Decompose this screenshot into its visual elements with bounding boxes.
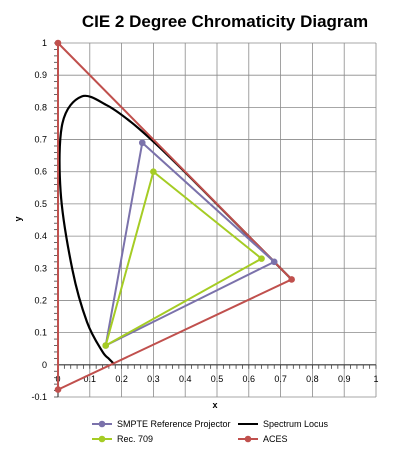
legend-item-aces: ACES (238, 434, 288, 444)
data-point-aces (288, 276, 295, 283)
x-tick-label: 0.2 (115, 374, 128, 384)
x-axis-label: x (212, 400, 217, 410)
legend-item-rec-709: Rec. 709 (92, 434, 153, 444)
y-tick-label: 0.1 (34, 328, 47, 338)
data-point-rec-709 (258, 255, 265, 262)
y-tick-label: 0.7 (34, 135, 47, 145)
y-tick-label: 0.3 (34, 263, 47, 273)
x-tick-label: 0.1 (84, 374, 97, 384)
y-tick-label: 0.5 (34, 199, 47, 209)
legend-label-rec-709: Rec. 709 (117, 434, 153, 444)
y-tick-label: 1 (42, 38, 47, 48)
y-tick-label: 0.2 (34, 295, 47, 305)
legend-item-smpte-reference-projector: SMPTE Reference Projector (92, 419, 231, 429)
x-tick-label: 0.4 (179, 374, 192, 384)
legend-marker-rec-709 (98, 435, 106, 443)
y-axis-label: y (13, 216, 23, 221)
x-tick-label: 0.9 (338, 374, 351, 384)
x-tick-label: 0.6 (243, 374, 256, 384)
legend-label-aces: ACES (263, 434, 288, 444)
series-line-aces (57, 42, 293, 391)
data-point-aces (54, 386, 62, 393)
data-point-smpte-reference-projector (138, 139, 146, 147)
chart-title: CIE 2 Degree Chromaticity Diagram (82, 12, 368, 31)
x-tick-label: 0.3 (147, 374, 160, 384)
data-point-smpte-reference-projector (270, 258, 278, 266)
legend: SMPTE Reference Projector Spectrum Locus R… (92, 419, 329, 444)
axis-layer: 00.10.20.30.40.50.60.70.80.91-0.100.10.2… (31, 38, 378, 402)
y-tick-label: 0.6 (34, 167, 47, 177)
x-tick-label: 0.7 (274, 374, 287, 384)
data-point-rec-709 (150, 168, 157, 176)
y-tick-label: 0.9 (34, 70, 47, 80)
y-tick-label: 0 (42, 360, 47, 370)
series-layer (54, 39, 295, 393)
legend-item-spectrum-locus: Spectrum Locus (238, 419, 329, 429)
y-tick-label: 0.8 (34, 102, 47, 112)
series-line-rec-709 (104, 170, 263, 347)
legend-label-spectrum-locus: Spectrum Locus (263, 419, 329, 429)
legend-marker-smpte-reference-projector (98, 420, 106, 428)
legend-label-smpte-reference-projector: SMPTE Reference Projector (117, 419, 231, 429)
x-tick-label: 0.5 (211, 374, 224, 384)
legend-marker-aces (244, 435, 252, 443)
data-point-aces (54, 39, 62, 47)
data-point-rec-709 (102, 342, 109, 349)
y-tick-label: -0.1 (31, 392, 47, 402)
x-tick-label: 1 (373, 374, 378, 384)
series-line-smpte-reference-projector (104, 141, 275, 347)
y-tick-label: 0.4 (34, 231, 47, 241)
x-tick-label: 0.8 (306, 374, 319, 384)
